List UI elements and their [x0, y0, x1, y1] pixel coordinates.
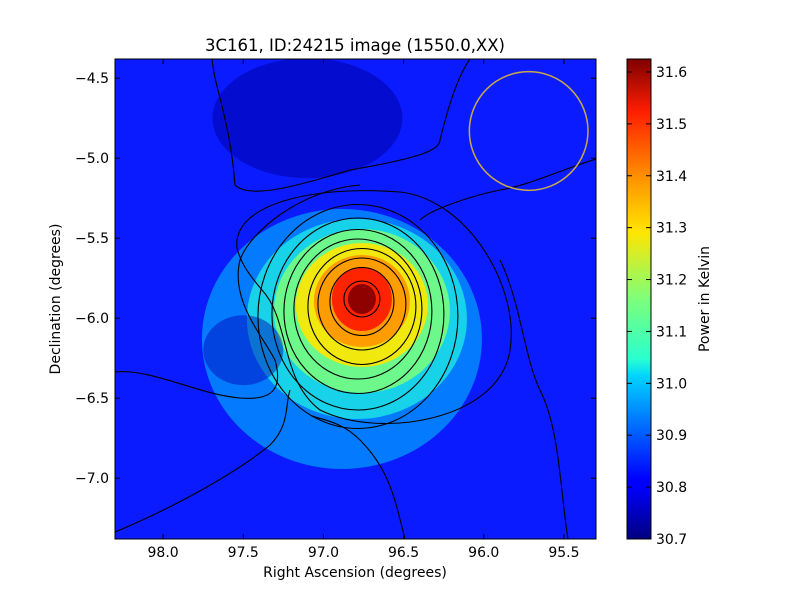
chart-title: 3C161, ID:24215 image (1550.0,XX)	[205, 36, 505, 55]
contour-line	[236, 190, 512, 425]
contour-line	[271, 217, 445, 411]
colorbar-tick-label: 31.6	[656, 65, 687, 81]
contour-line	[293, 238, 423, 380]
colorbar-tick-label: 30.7	[656, 532, 687, 548]
colorbar-tick-label: 31.4	[656, 169, 687, 185]
colorbar-ticks: 30.7 30.8 30.9 31.0 31.1 31.2 31.3 31.4 31.5 31.6	[627, 65, 687, 548]
heatmap-image	[115, 59, 596, 539]
contour-line	[419, 158, 596, 221]
colorbar-tick-label: 31.2	[656, 273, 687, 289]
contour-line	[329, 266, 395, 337]
y-axis-label: Declination (degrees)	[48, 224, 64, 375]
contour-layer	[115, 59, 596, 539]
x-axis-label: Right Ascension (degrees)	[263, 565, 447, 581]
colorbar-tick-label: 31.5	[656, 117, 687, 133]
plot-frame	[114, 58, 597, 540]
contour-line	[115, 389, 291, 533]
contour-line	[499, 259, 569, 539]
heat-low-region	[203, 315, 284, 386]
colorbar-tick-label: 31.1	[656, 324, 687, 340]
heat-blob	[347, 284, 376, 314]
colorbar-tick-label: 30.8	[656, 480, 687, 496]
x-tick-label: 95.5	[548, 545, 579, 561]
contour-line	[115, 184, 361, 399]
contour-line	[309, 414, 406, 539]
contour-line	[211, 59, 471, 192]
contour-line	[343, 280, 381, 318]
colorbar-tick-label: 31.3	[656, 221, 687, 237]
x-axis-ticks: 98.0 97.5 97.0 96.5 96.0 95.5	[148, 59, 580, 561]
x-tick-label: 97.0	[308, 545, 339, 561]
heat-low-region	[212, 59, 403, 179]
colorbar-tick-label: 31.0	[656, 376, 687, 392]
contour-line	[283, 228, 433, 395]
x-tick-label: 96.5	[388, 545, 419, 561]
beam-circle	[468, 70, 589, 192]
y-tick-label: −5.0	[75, 151, 109, 167]
contour-line	[257, 203, 459, 430]
y-tick-label: −4.5	[75, 71, 109, 87]
y-axis-ticks: −4.5 −5.0 −5.5 −6.0 −6.5 −7.0	[75, 71, 596, 487]
y-tick-label: −6.0	[75, 311, 109, 327]
x-tick-label: 97.5	[228, 545, 259, 561]
colorbar-tick-label: 30.9	[656, 428, 687, 444]
x-tick-label: 96.0	[468, 545, 499, 561]
contour-line	[317, 257, 407, 351]
y-tick-label: −6.5	[75, 391, 109, 407]
x-tick-label: 98.0	[148, 545, 179, 561]
colorbar	[626, 58, 652, 540]
y-tick-label: −5.5	[75, 231, 109, 247]
contour-line	[307, 247, 417, 366]
y-tick-label: −7.0	[75, 471, 109, 487]
colorbar-label: Power in Kelvin	[697, 246, 713, 352]
